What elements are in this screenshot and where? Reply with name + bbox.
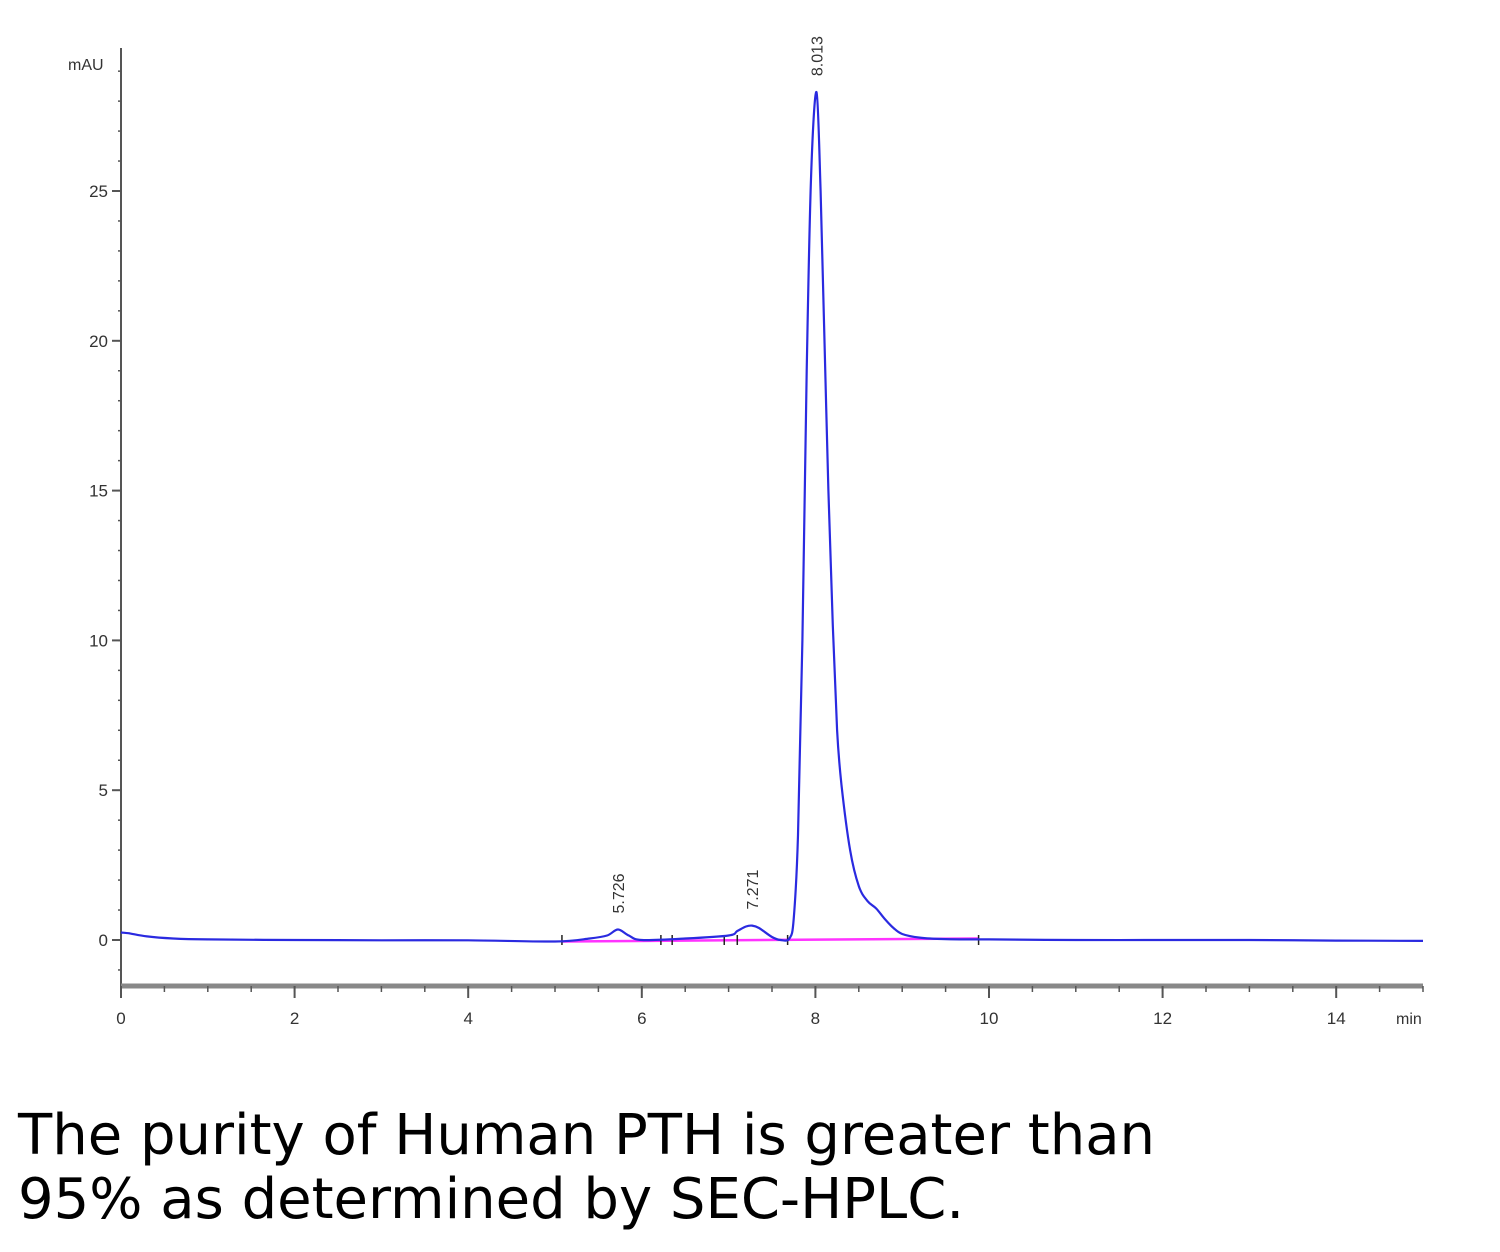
series-line [120,90,1424,943]
chromatogram-chart: 0 5 10 15 20 25 0 2 4 6 8 10 12 14 5.726 7.271 8.013 mA… [68,36,1424,1028]
peak-label: 7.271 [745,869,762,909]
x-tick-label: 8 [811,1009,820,1028]
caption: The purity of Human PTH is greater than … [18,1104,1478,1232]
caption-line-1: The purity of Human PTH is greater than [18,1103,1156,1168]
y-tick-label: 10 [89,631,108,650]
x-axis-unit-label: min [1396,1011,1422,1028]
x-tick-label: 14 [1327,1009,1346,1028]
y-tick-label: 15 [89,482,108,501]
peak-labels: 5.726 7.271 8.013 [611,36,827,914]
caption-line-2: 95% as determined by SEC-HPLC. [18,1167,965,1232]
peak-label: 8.013 [810,36,827,76]
y-tick-label: 20 [89,332,108,351]
axes: 0 5 10 15 20 25 0 2 4 6 8 10 12 14 [89,48,1424,1028]
x-tick-label: 2 [290,1009,299,1028]
x-tick-label: 0 [116,1009,125,1028]
baseline-line [561,937,979,943]
y-tick-label: 25 [89,182,108,201]
y-tick-label: 5 [99,781,108,800]
x-tick-label: 6 [637,1009,646,1028]
y-axis-unit-label: mAU [68,57,104,74]
peak-label: 5.726 [611,873,628,913]
x-tick-label: 12 [1153,1009,1172,1028]
y-tick-label: 0 [99,931,108,950]
signal-trace [120,90,1424,943]
x-tick-label: 10 [980,1009,999,1028]
x-tick-label: 4 [463,1009,472,1028]
